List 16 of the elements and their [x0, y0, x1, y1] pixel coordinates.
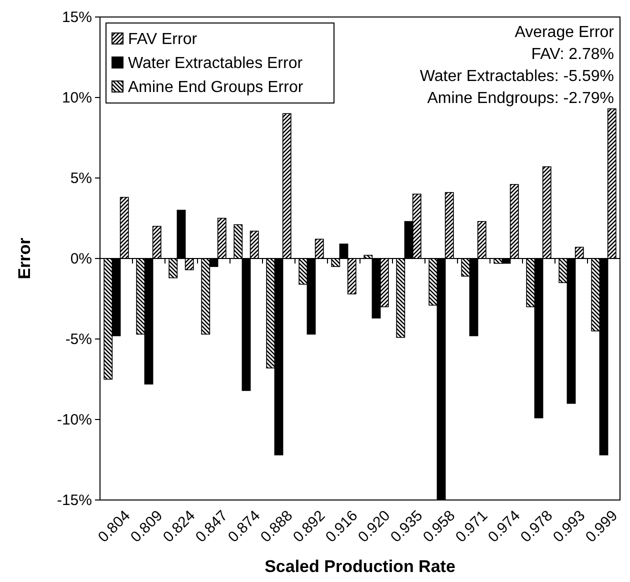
y-tick-label: -15% — [56, 492, 92, 509]
legend-label: FAV Error — [128, 31, 198, 48]
y-tick-label: 0% — [70, 250, 92, 268]
y-tick-label: -5% — [65, 330, 92, 348]
annotation: FAV: 2.78% — [531, 46, 614, 63]
y-tick-label: -10% — [56, 411, 92, 428]
y-axis-title: Error — [15, 237, 34, 280]
y-tick-label: 5% — [70, 170, 92, 187]
annotation: Average Error — [514, 24, 615, 41]
annotation: Water Extractables: -5.59% — [420, 68, 614, 85]
x-axis-title: Scaled Production Rate — [264, 557, 456, 576]
annotation: Amine Endgroups: -2.79% — [427, 90, 614, 107]
legend-label: Water Extractables Error — [128, 55, 304, 72]
y-tick-label: 10% — [62, 89, 92, 106]
y-tick-label: 15% — [62, 8, 92, 26]
legend-label: Amine End Groups Error — [128, 79, 304, 96]
